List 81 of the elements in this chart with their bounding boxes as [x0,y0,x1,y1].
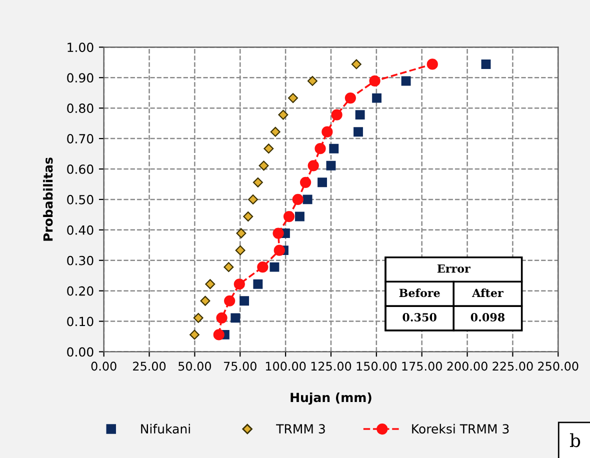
point [344,92,356,104]
x-tick-label: 200.00 [447,362,488,371]
text: b [570,433,580,448]
point [213,329,224,340]
y-tick-label: 0.50 [67,194,94,204]
point [253,279,263,289]
x-axis-title: Hujan (mm) [290,392,372,405]
point [272,228,284,239]
point [236,228,246,238]
point [354,127,363,137]
point [264,144,274,154]
x-tick-label: 175.00 [402,362,442,371]
point [351,59,362,70]
point [295,212,304,222]
x-tick-label: 0.00 [91,362,116,371]
point [288,93,298,104]
y-tick-label: 0.40 [67,225,94,235]
point [302,194,312,204]
point [372,93,382,103]
x-tick-label: 100.00 [266,362,306,371]
point [205,279,216,290]
annotation: Before [399,288,440,298]
point [270,126,280,137]
y-tick-label: 0.20 [67,286,94,296]
x-tick-label: 250.00 [538,362,578,371]
point [318,178,327,188]
point [426,58,438,70]
y-tick-label: 0.80 [67,104,94,114]
point [278,110,288,120]
legend-label: Koreksi TRMM 3 [412,424,509,434]
point [401,76,411,86]
point [216,312,228,324]
point [270,262,280,272]
point [300,176,312,188]
point [240,296,250,306]
point [243,212,254,222]
point [258,160,269,171]
point [257,262,268,273]
y-tick-label: 0.90 [67,73,94,83]
annotation: 0.098 [470,313,505,322]
legend-label: TRMM 3 [276,424,325,434]
point [283,210,295,222]
point [314,143,326,154]
y-tick-label: 0.60 [67,164,94,174]
point [307,76,318,86]
point [235,245,246,256]
point [252,177,263,188]
annotation: 0.350 [402,313,436,322]
y-tick-label: 0.00 [67,347,94,357]
y-tick-label: 0.30 [67,256,94,266]
y-tick-label: 1.00 [68,42,94,52]
point [481,60,491,69]
x-tick-label: 75.00 [224,362,256,371]
point [322,126,333,138]
point [274,244,285,256]
point [308,160,319,172]
point [230,313,240,323]
y-axis-title: Probabilitas [43,158,53,241]
legend-label: Nifukani [141,424,190,434]
point [234,278,245,290]
point [190,330,200,340]
x-tick-label: 25.00 [133,362,166,371]
point [200,296,210,306]
point [224,295,236,306]
x-tick-label: 50.00 [178,362,212,371]
point [224,262,234,272]
point [329,144,339,154]
x-tick-label: 125.00 [311,362,352,371]
point [326,160,336,170]
x-tick-label: 225.00 [492,362,533,371]
point [248,194,258,204]
y-tick-label: 0.10 [67,316,94,326]
point [193,312,204,323]
annotation: Error [437,264,470,273]
x-tick-label: 150.00 [356,362,397,371]
point [331,109,342,120]
point [355,110,365,120]
annotation: After [472,288,504,298]
point [292,194,304,206]
point [369,75,380,87]
y-tick-label: 0.70 [67,134,94,144]
